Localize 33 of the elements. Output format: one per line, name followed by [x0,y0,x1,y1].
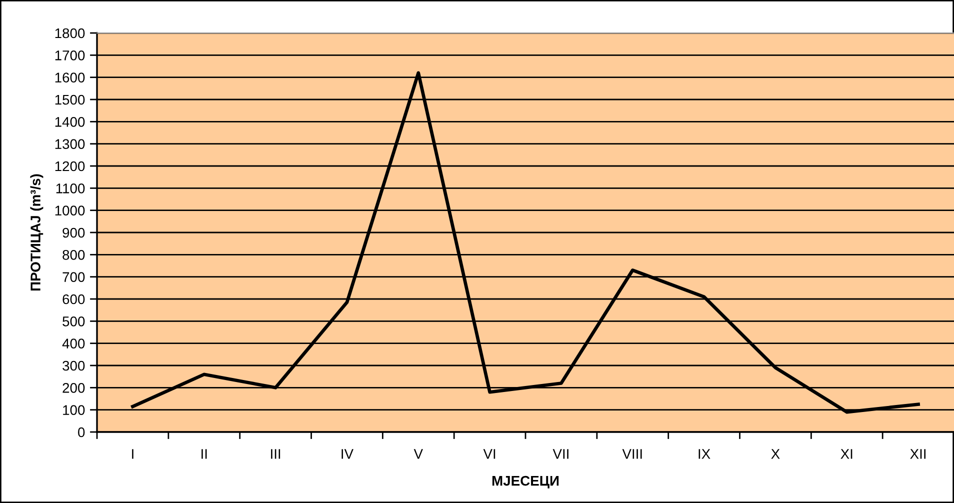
x-tick-label: IV [342,449,354,459]
y-axis-title: ПРОТИЦАЈ (m³/s) [30,174,44,291]
x-tick-label: X [771,449,780,459]
y-tick-label: 800 [62,250,85,260]
x-tick-label: III [271,449,280,459]
y-tick-label: 1800 [55,28,85,38]
x-axis-title: МЈЕСЕЦИ [492,476,559,488]
x-tick-label: VIII [622,449,642,459]
y-tick-label: 500 [62,316,85,326]
x-tick-label: XII [910,449,926,459]
y-tick-label: 1400 [55,117,85,127]
x-tick-label: V [414,449,423,459]
x-tick-label: XI [840,449,852,459]
x-tick-label: VII [552,449,568,459]
y-tick-label: 1000 [55,206,85,216]
y-tick-label: 1500 [55,94,85,105]
y-tick-label: 1700 [55,50,85,60]
y-tick-label: 900 [62,228,85,238]
y-tick-label: 0 [78,427,85,438]
y-tick-label: 1600 [55,72,85,83]
y-tick-label: 700 [62,272,85,282]
y-tick-label: 600 [62,294,85,304]
y-tick-label: 1200 [55,161,85,172]
x-tick-label: II [202,449,207,459]
y-tick-label: 400 [62,338,85,349]
y-tick-label: 1300 [55,139,85,150]
y-tick-label: 200 [62,383,85,393]
x-tick-label: IX [698,449,710,459]
y-tick-label: 100 [63,405,85,416]
x-tick-label: VI [483,449,496,459]
y-tick-label: 1100 [56,184,85,194]
x-tick-label: I [132,449,134,459]
y-tick-label: 300 [62,360,85,371]
